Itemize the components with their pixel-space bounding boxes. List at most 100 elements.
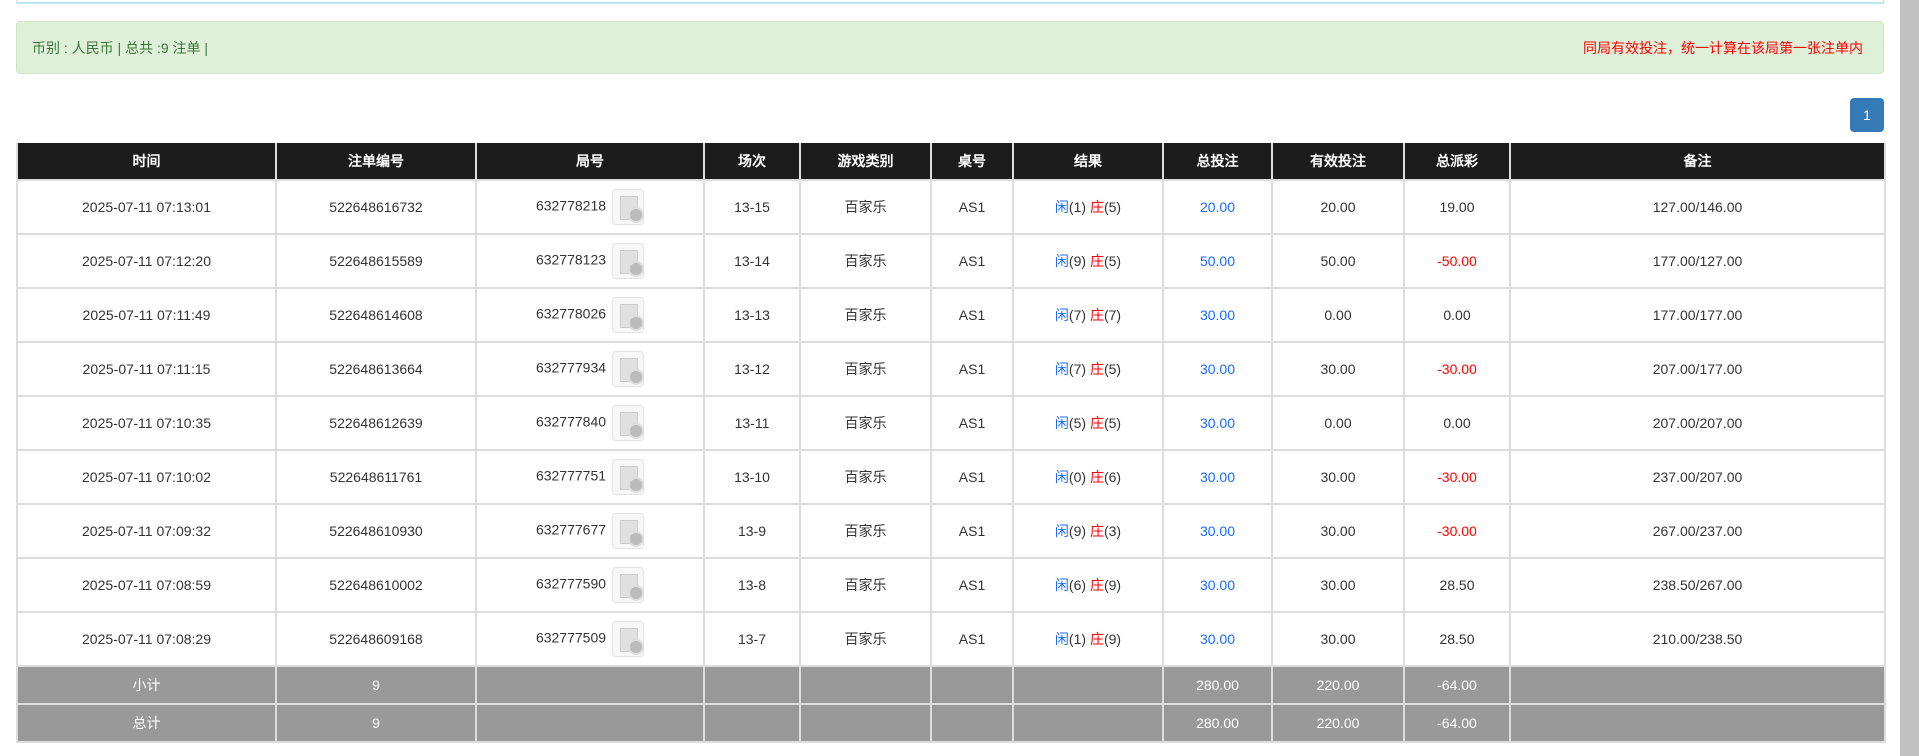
summary-empty-cell [475, 703, 705, 743]
cell-result: 闲(7) 庄(5) [1012, 341, 1164, 397]
video-replay-icon[interactable] [612, 189, 645, 225]
round-number: 632778218 [535, 197, 607, 214]
page-button-1[interactable]: 1 [1850, 98, 1884, 132]
cell-payout: 19.00 [1403, 179, 1511, 235]
summary-empty-cell [799, 665, 932, 705]
summary-empty-cell [703, 703, 801, 743]
cell-result: 闲(7) 庄(7) [1012, 287, 1164, 343]
header-table-no: 桌号 [930, 143, 1014, 181]
result-player-points: (9) [1068, 523, 1087, 539]
cell-game-type: 百家乐 [799, 233, 932, 289]
video-replay-icon[interactable] [612, 297, 645, 333]
cell-remark: 207.00/207.00 [1509, 395, 1886, 451]
cell-payout: 28.50 [1403, 557, 1511, 613]
cell-remark: 210.00/238.50 [1509, 611, 1886, 667]
cell-time: 2025-07-11 07:10:35 [16, 395, 277, 451]
cell-total-bet: 50.00 [1162, 233, 1273, 289]
cell-valid-bet: 30.00 [1271, 611, 1405, 667]
cell-remark: 237.00/207.00 [1509, 449, 1886, 505]
video-replay-icon[interactable] [612, 405, 645, 441]
header-payout: 总派彩 [1403, 143, 1511, 181]
result-player-label: 闲 [1054, 415, 1069, 431]
summary-empty-cell [1012, 703, 1164, 743]
cell-valid-bet: 0.00 [1271, 395, 1405, 451]
cell-time: 2025-07-11 07:11:15 [16, 341, 277, 397]
cell-remark: 207.00/177.00 [1509, 341, 1886, 397]
header-remark: 备注 [1509, 143, 1886, 181]
result-banker-points: (7) [1103, 307, 1122, 323]
table-row: 2025-07-11 07:08:29 522648609168 632777509… [16, 611, 1886, 667]
header-game-type: 游戏类别 [799, 143, 932, 181]
round-number: 632778026 [535, 305, 607, 322]
summary-payout: -64.00 [1403, 703, 1511, 743]
cell-table-no: AS1 [930, 233, 1014, 289]
table-row: 2025-07-11 07:13:01 522648616732 632778218… [16, 179, 1886, 235]
result-banker-points: (3) [1103, 523, 1122, 539]
video-replay-icon[interactable] [612, 621, 645, 657]
cell-remark: 127.00/146.00 [1509, 179, 1886, 235]
summary-label: 总计 [16, 703, 277, 743]
cell-shoe: 13-14 [703, 233, 801, 289]
cell-game-type: 百家乐 [799, 179, 932, 235]
result-player-points: (5) [1068, 415, 1087, 431]
video-replay-icon[interactable] [612, 243, 645, 279]
header-round: 局号 [475, 143, 705, 181]
cell-table-no: AS1 [930, 449, 1014, 505]
result-banker-points: (5) [1103, 415, 1122, 431]
summary-empty-cell [930, 665, 1014, 705]
table-row: 2025-07-11 07:09:32 522648610930 632777677… [16, 503, 1886, 559]
cell-table-no: AS1 [930, 395, 1014, 451]
cell-bet-id: 522648613664 [275, 341, 477, 397]
round-number: 632777934 [535, 359, 607, 376]
cell-total-bet: 30.00 [1162, 287, 1273, 343]
cell-bet-id: 522648611761 [275, 449, 477, 505]
cell-time: 2025-07-11 07:08:29 [16, 611, 277, 667]
video-replay-icon[interactable] [612, 567, 645, 603]
cell-payout: 28.50 [1403, 611, 1511, 667]
result-banker-points: (5) [1103, 361, 1122, 377]
result-banker-points: (6) [1103, 469, 1122, 485]
result-banker-label: 庄 [1089, 415, 1104, 431]
summary-remark [1509, 703, 1886, 743]
cell-time: 2025-07-11 07:09:32 [16, 503, 277, 559]
cell-table-no: AS1 [930, 611, 1014, 667]
table-row: 2025-07-11 07:11:15 522648613664 632777934… [16, 341, 1886, 397]
cell-round: 632778218 [475, 179, 705, 235]
cell-payout: -50.00 [1403, 233, 1511, 289]
cell-round: 632777677 [475, 503, 705, 559]
cell-total-bet: 30.00 [1162, 611, 1273, 667]
cell-shoe: 13-12 [703, 341, 801, 397]
cell-round: 632777590 [475, 557, 705, 613]
cell-result: 闲(1) 庄(5) [1012, 179, 1164, 235]
summary-valid-bet: 220.00 [1271, 665, 1405, 705]
summary-valid-bet: 220.00 [1271, 703, 1405, 743]
video-replay-icon[interactable] [612, 351, 645, 387]
cell-game-type: 百家乐 [799, 395, 932, 451]
cell-result: 闲(9) 庄(5) [1012, 233, 1164, 289]
cell-payout: -30.00 [1403, 341, 1511, 397]
cell-shoe: 13-8 [703, 557, 801, 613]
summary-empty-cell [930, 703, 1014, 743]
table-header: 时间 注单编号 局号 场次 游戏类别 桌号 结果 总投注 有效投注 总派彩 备注 [16, 143, 1886, 181]
result-banker-points: (9) [1103, 631, 1122, 647]
round-number: 632777751 [535, 467, 607, 484]
result-player-points: (7) [1068, 307, 1087, 323]
cell-round: 632777840 [475, 395, 705, 451]
bet-records-table: 时间 注单编号 局号 场次 游戏类别 桌号 结果 总投注 有效投注 总派彩 备注 2025-07-1… [16, 143, 1886, 743]
header-shoe: 场次 [703, 143, 801, 181]
video-replay-icon[interactable] [612, 513, 645, 549]
cell-result: 闲(9) 庄(3) [1012, 503, 1164, 559]
summary-empty-cell [799, 703, 932, 743]
result-player-points: (7) [1068, 361, 1087, 377]
summary-label: 小计 [16, 665, 277, 705]
result-player-label: 闲 [1054, 523, 1069, 539]
cell-game-type: 百家乐 [799, 287, 932, 343]
cell-remark: 238.50/267.00 [1509, 557, 1886, 613]
result-player-label: 闲 [1054, 199, 1069, 215]
video-replay-icon[interactable] [612, 459, 645, 495]
cell-payout: -30.00 [1403, 503, 1511, 559]
table-row: 2025-07-11 07:10:35 522648612639 632777840… [16, 395, 1886, 451]
cell-time: 2025-07-11 07:08:59 [16, 557, 277, 613]
cell-valid-bet: 30.00 [1271, 557, 1405, 613]
scrollbar[interactable] [1900, 0, 1919, 756]
